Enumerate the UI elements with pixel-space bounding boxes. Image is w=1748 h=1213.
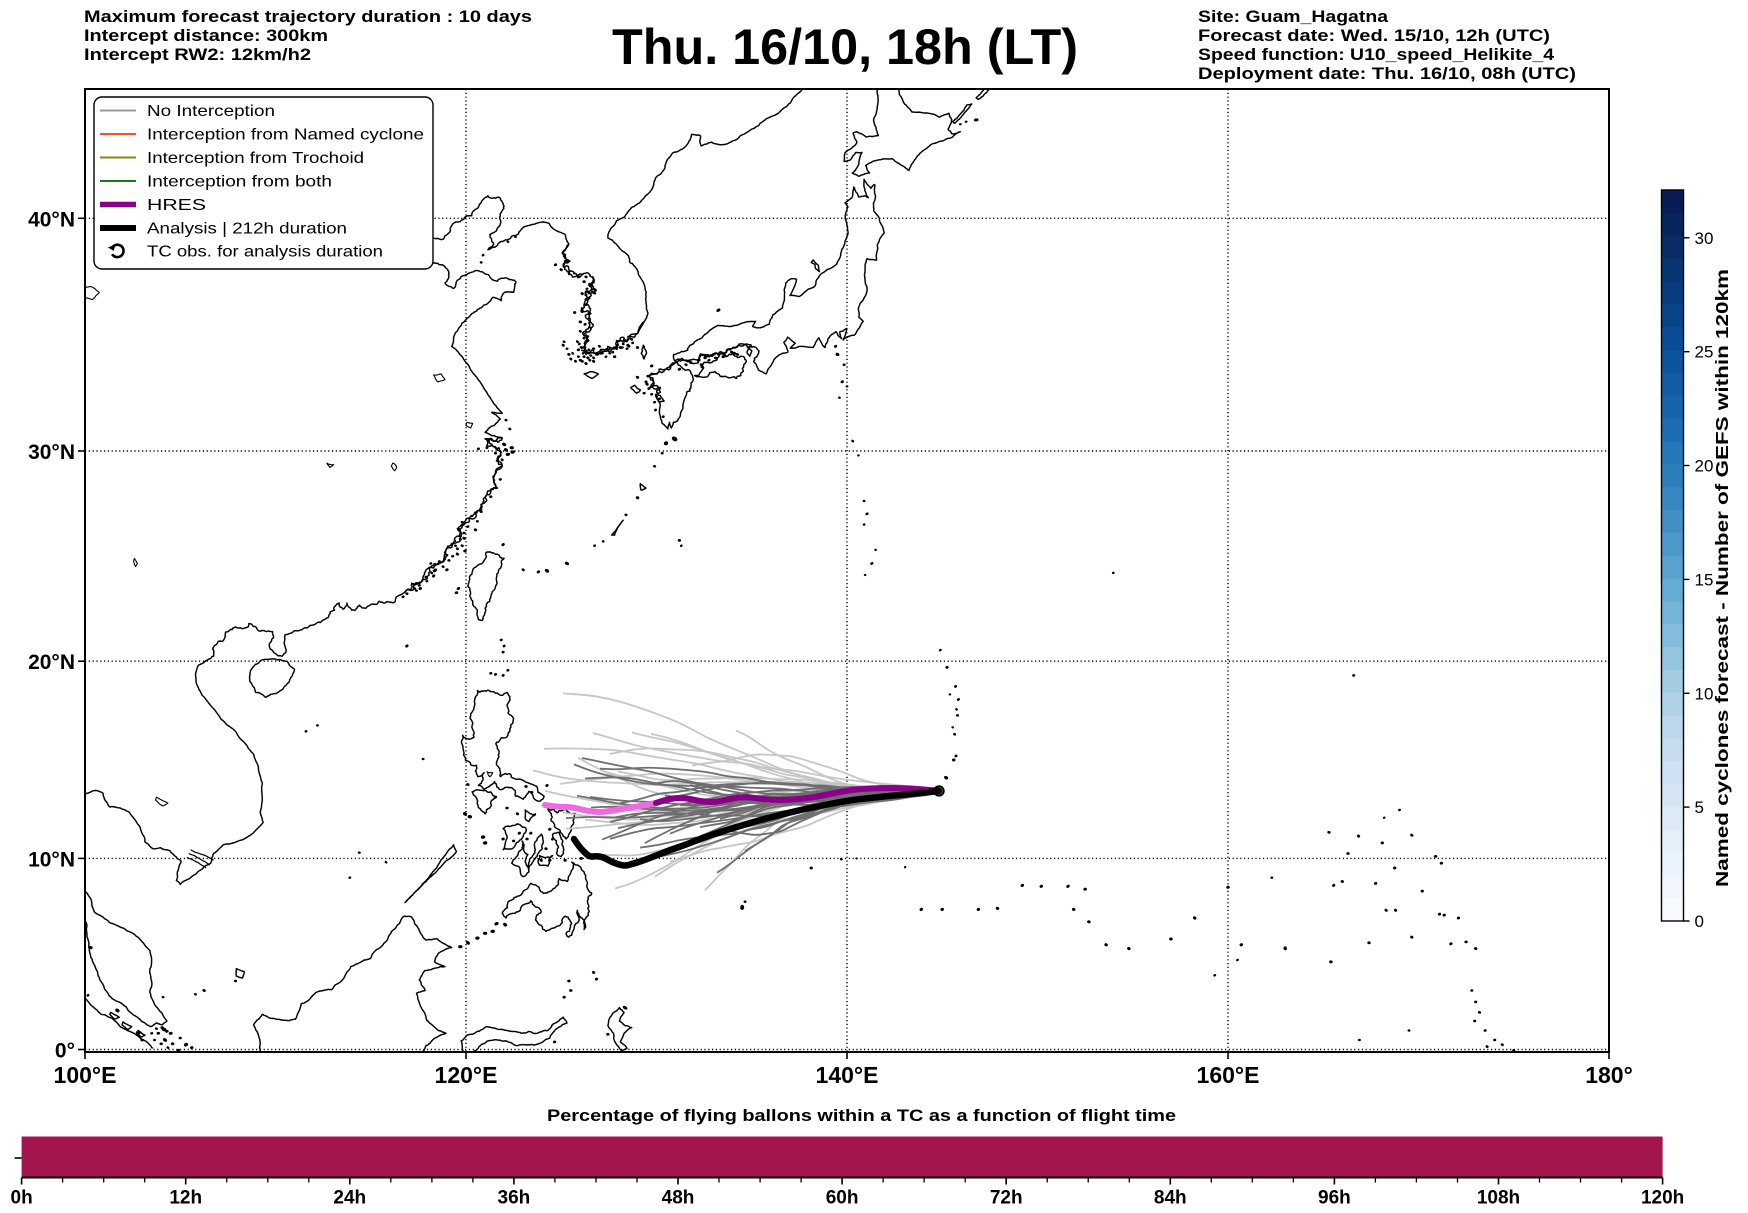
svg-text:60h: 60h: [826, 1188, 859, 1209]
svg-text:Speed function: U10_speed_Heli: Speed function: U10_speed_Helikite_4: [1198, 45, 1555, 64]
svg-text:120°E: 120°E: [435, 1062, 498, 1088]
svg-text:Maximum forecast trajectory du: Maximum forecast trajectory duration : 1…: [84, 7, 532, 26]
svg-text:0: 0: [1695, 912, 1704, 931]
svg-text:72h: 72h: [990, 1188, 1023, 1209]
svg-text:84h: 84h: [1154, 1188, 1187, 1209]
svg-text:180°: 180°: [1585, 1062, 1633, 1088]
svg-text:30: 30: [1695, 229, 1714, 248]
svg-text:Interception from Trochoid: Interception from Trochoid: [147, 150, 364, 167]
svg-text:40°N: 40°N: [28, 208, 75, 231]
svg-text:100°E: 100°E: [54, 1062, 117, 1088]
svg-text:48h: 48h: [662, 1188, 695, 1209]
svg-text:120h: 120h: [1641, 1188, 1684, 1209]
svg-text:Deployment date: Thu. 16/10, 0: Deployment date: Thu. 16/10, 08h (UTC): [1198, 64, 1576, 83]
svg-text:140°E: 140°E: [816, 1062, 879, 1088]
svg-text:108h: 108h: [1477, 1188, 1520, 1209]
svg-text:Intercept distance: 300km: Intercept distance: 300km: [84, 26, 328, 45]
svg-text:Named cyclones forecast - Numb: Named cyclones forecast - Number of GEFS…: [1712, 269, 1732, 887]
svg-text:160°E: 160°E: [1197, 1062, 1260, 1088]
svg-text:Percentage of flying ballons w: Percentage of flying ballons within a TC…: [547, 1106, 1176, 1125]
svg-text:96h: 96h: [1318, 1188, 1351, 1209]
svg-text:20°N: 20°N: [28, 651, 75, 674]
svg-text:Forecast date: Wed. 15/10, 12h: Forecast date: Wed. 15/10, 12h (UTC): [1198, 26, 1550, 45]
svg-text:TC obs. for analysis duration: TC obs. for analysis duration: [147, 244, 383, 261]
svg-text:0°: 0°: [55, 1040, 75, 1063]
svg-text:10°N: 10°N: [28, 848, 75, 871]
svg-text:Site: Guam_Hagatna: Site: Guam_Hagatna: [1198, 7, 1389, 26]
svg-text:HRES: HRES: [147, 197, 206, 214]
svg-text:No Interception: No Interception: [147, 103, 275, 120]
svg-text:Interception from Named cyclon: Interception from Named cyclone: [147, 127, 424, 144]
svg-text:25: 25: [1695, 343, 1714, 362]
svg-text:12h: 12h: [169, 1188, 202, 1209]
svg-text:0h: 0h: [11, 1188, 33, 1209]
svg-text:Interception from both: Interception from both: [147, 174, 332, 191]
svg-text:Thu. 16/10, 18h (LT): Thu. 16/10, 18h (LT): [612, 19, 1078, 75]
svg-text:24h: 24h: [333, 1188, 366, 1209]
svg-text:36h: 36h: [498, 1188, 531, 1209]
svg-text:15: 15: [1695, 570, 1714, 589]
svg-text:20: 20: [1695, 457, 1714, 476]
svg-text:Intercept RW2: 12km/h2: Intercept RW2: 12km/h2: [84, 45, 311, 64]
svg-text:30°N: 30°N: [28, 441, 75, 464]
svg-text:Analysis | 212h duration: Analysis | 212h duration: [147, 221, 347, 238]
svg-text:10: 10: [1695, 684, 1714, 703]
svg-text:5: 5: [1695, 798, 1704, 817]
